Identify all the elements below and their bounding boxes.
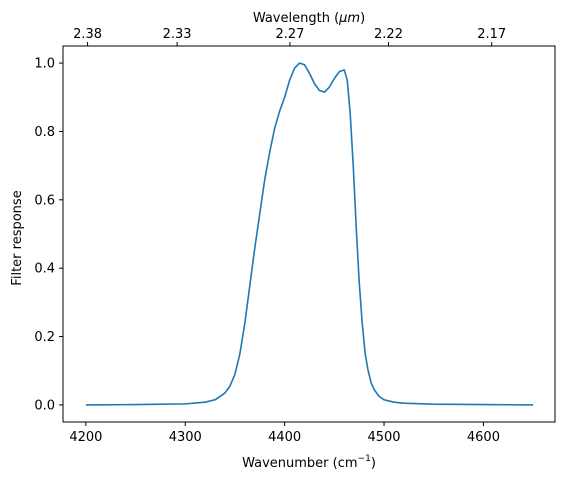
y-tick-label: 1.0: [34, 57, 55, 72]
bottom-x-axis-ticks: 4200 4300 4400 4500 4600: [69, 422, 500, 445]
axes-frame: [62, 45, 556, 423]
x-tick-label: 4400: [268, 430, 301, 445]
series-line-0: [85, 62, 534, 406]
series-layer: [85, 62, 534, 406]
x-tick-label: 4300: [169, 430, 202, 445]
y-tick-label: 0.8: [34, 125, 55, 140]
x-tick-label: 4600: [467, 430, 500, 445]
top-tick-label: 2.22: [374, 27, 403, 42]
top-tick-label: 2.33: [163, 27, 192, 42]
x-tick-label: 4200: [69, 430, 102, 445]
x-axis-label: Wavenumber (cm−1): [242, 454, 376, 471]
top-x-axis-ticks: 2.38 2.33 2.27 2.22 2.17: [73, 27, 506, 46]
top-tick-label: 2.17: [477, 27, 506, 42]
y-tick-label: 0.6: [34, 193, 55, 208]
top-tick-label: 2.27: [275, 27, 304, 42]
y-tick-label: 0.0: [34, 398, 55, 413]
top-tick-label: 2.38: [73, 27, 102, 42]
y-tick-label: 0.4: [34, 262, 55, 277]
y-axis-label: Filter response: [10, 190, 25, 285]
y-tick-label: 0.2: [34, 330, 55, 345]
top-x-axis-label: Wavelength (μm): [253, 11, 365, 26]
plot-area: [62, 45, 556, 423]
y-axis-ticks: 0.0 0.2 0.4 0.6 0.8 1.0: [34, 57, 63, 413]
x-tick-label: 4500: [367, 430, 400, 445]
